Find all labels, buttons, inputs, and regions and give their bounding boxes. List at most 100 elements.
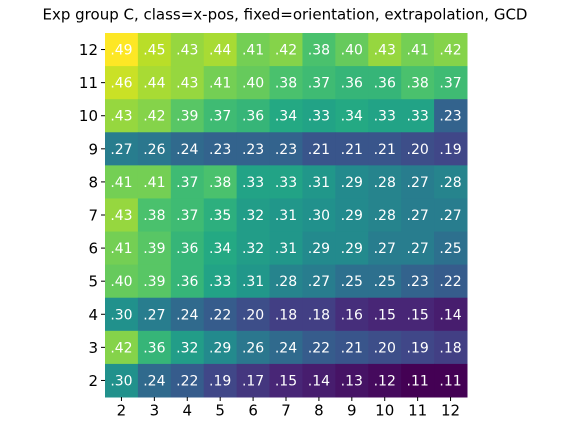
cell-label: .24 <box>143 373 165 389</box>
heatmap-cell <box>269 165 303 199</box>
cell-label: .39 <box>143 241 165 257</box>
heatmap-cell <box>302 297 336 332</box>
cell-label: .22 <box>209 307 231 323</box>
cell-label: .42 <box>143 109 165 125</box>
heatmap-cell <box>236 132 271 166</box>
cell-label: .40 <box>341 43 363 59</box>
cell-label: .32 <box>242 208 264 224</box>
heatmap-cell <box>401 330 435 365</box>
heatmap-cell <box>203 330 238 365</box>
heatmap-cell <box>401 198 435 233</box>
cell-label: .32 <box>176 340 198 356</box>
heatmap-cell <box>335 297 369 332</box>
cell-label: .41 <box>407 43 429 59</box>
heatmap-cell <box>236 330 271 365</box>
heatmap-cell <box>105 330 139 365</box>
heatmap-cell <box>170 99 205 133</box>
y-tick-label: 8 <box>88 173 98 191</box>
heatmap-cell <box>170 33 205 67</box>
cell-label: .21 <box>308 142 330 158</box>
x-tick-label: 10 <box>375 402 394 420</box>
chart-title: Exp group C, class=x-pos, fixed=orientat… <box>43 6 528 24</box>
heatmap-cell <box>335 231 369 266</box>
cell-label: .23 <box>439 109 461 125</box>
heatmap-cell <box>203 33 238 67</box>
heatmap-cell <box>269 99 303 133</box>
cell-label: .33 <box>308 109 330 125</box>
heatmap-cell <box>137 99 172 133</box>
heatmap-cell <box>401 297 435 332</box>
cell-label: .28 <box>275 274 297 290</box>
heatmap-cell <box>434 99 468 133</box>
cell-label: .21 <box>341 340 363 356</box>
y-tick-label: 4 <box>88 306 98 324</box>
heatmap-cell <box>170 363 205 398</box>
heatmap-cell <box>302 165 336 199</box>
cell-label: .37 <box>308 76 330 92</box>
x-tick-label: 9 <box>347 402 357 420</box>
cell-label: .33 <box>209 274 231 290</box>
cell-label: .42 <box>110 340 132 356</box>
cell-label: .25 <box>341 274 363 290</box>
cell-label: .38 <box>209 175 231 191</box>
cell-label: .33 <box>275 175 297 191</box>
heatmap-cell <box>203 198 238 233</box>
heatmap-cell <box>434 33 468 67</box>
cell-label: .36 <box>176 274 198 290</box>
cell-label: .20 <box>407 142 429 158</box>
heatmap-cell <box>335 33 369 67</box>
cell-label: .12 <box>374 373 396 389</box>
cell-label: .24 <box>176 307 198 323</box>
cell-label: .41 <box>242 43 264 59</box>
cell-label: .15 <box>407 307 429 323</box>
y-tick-label: 3 <box>88 339 98 357</box>
cell-label: .20 <box>242 307 264 323</box>
y-tick-label: 7 <box>88 207 98 225</box>
x-tick-label: 6 <box>248 402 258 420</box>
heatmap-cell <box>434 165 468 199</box>
x-tick-label: 3 <box>150 402 160 420</box>
cell-label: .27 <box>143 307 165 323</box>
heatmap-cell <box>203 99 238 133</box>
cell-label: .19 <box>439 142 461 158</box>
x-tick-label: 4 <box>182 402 192 420</box>
heatmap-cell <box>335 66 369 100</box>
heatmap-cell <box>236 264 271 299</box>
cell-label: .29 <box>341 175 363 191</box>
heatmap-cell <box>368 231 402 266</box>
y-tick-label: 11 <box>79 74 98 92</box>
cell-label: .28 <box>374 175 396 191</box>
heatmap-cell <box>434 363 468 398</box>
cell-label: .17 <box>242 373 264 389</box>
heatmap-cell <box>269 132 303 166</box>
cell-label: .21 <box>341 142 363 158</box>
cell-label: .41 <box>209 76 231 92</box>
heatmap-cell <box>236 198 271 233</box>
cell-label: .31 <box>242 274 264 290</box>
heatmap-cell <box>335 132 369 166</box>
heatmap-cell <box>368 66 402 100</box>
cell-label: .22 <box>439 274 461 290</box>
cell-label: .27 <box>407 241 429 257</box>
cell-label: .36 <box>374 76 396 92</box>
y-tick-label: 12 <box>79 41 98 59</box>
x-tick-label: 12 <box>441 402 460 420</box>
cell-label: .36 <box>176 241 198 257</box>
heatmap-cell <box>335 330 369 365</box>
x-tick-label: 11 <box>408 402 427 420</box>
heatmap-cell <box>401 66 435 100</box>
cell-label: .21 <box>374 142 396 158</box>
heatmap-cell <box>302 363 336 398</box>
x-tick-label: 7 <box>281 402 291 420</box>
cell-label: .29 <box>209 340 231 356</box>
heatmap-cell <box>105 198 139 233</box>
cell-label: .15 <box>374 307 396 323</box>
heatmap-cell <box>269 198 303 233</box>
heatmap-cell <box>170 330 205 365</box>
cell-label: .37 <box>439 76 461 92</box>
y-tick-label: 5 <box>88 273 98 291</box>
heatmap-cell <box>368 132 402 166</box>
cell-label: .26 <box>242 340 264 356</box>
heatmap-cell <box>203 132 238 166</box>
